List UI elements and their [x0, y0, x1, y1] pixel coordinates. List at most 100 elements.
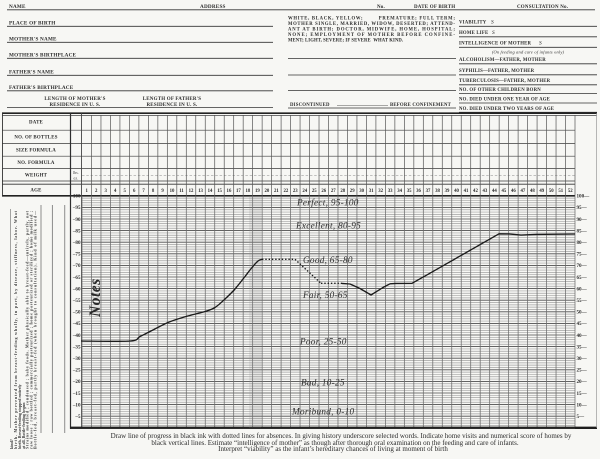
svg-text:45: 45 [501, 189, 506, 194]
svg-text:SIZE FORMULA: SIZE FORMULA [16, 149, 56, 154]
svg-text:NAME: NAME [9, 4, 26, 10]
svg-text:S: S [492, 30, 495, 36]
svg-text:15: 15 [217, 189, 222, 194]
svg-text:13: 13 [198, 189, 203, 194]
svg-text:raw loose ; raw bottled ; comm: raw loose ; raw bottled ; commercially p… [28, 210, 33, 449]
svg-text:Interpret “viability” as the i: Interpret “viability” as the infant’s he… [218, 445, 448, 453]
svg-text:34: 34 [397, 189, 402, 194]
svg-text:6: 6 [133, 189, 136, 194]
svg-text:–50: –50 [72, 310, 81, 316]
svg-text:11: 11 [179, 189, 184, 194]
svg-text:Bottle-fed, breast-fed, partly: Bottle-fed, breast-fed, partly breast-fe… [32, 210, 37, 449]
svg-text:Draw line of progress in black: Draw line of progress in black ink with … [111, 432, 572, 440]
svg-text:MENT; LIGHT, SEVERE; IF SEVERE: MENT; LIGHT, SEVERE; IF SEVERE WHAT KIND… [288, 39, 403, 44]
svg-text:FATHER'S BIRTHPLACE: FATHER'S BIRTHPLACE [9, 85, 74, 91]
svg-text:–85: –85 [72, 228, 81, 234]
svg-text:42: 42 [473, 189, 478, 194]
svg-text:LENGTH OF FATHER'S: LENGTH OF FATHER'S [143, 97, 202, 102]
svg-text:lbs.: lbs. [73, 171, 79, 175]
svg-text:26: 26 [321, 189, 326, 194]
svg-text:30: 30 [359, 189, 364, 194]
svg-text:kind?: kind? [9, 439, 14, 449]
svg-text:ADDRESS: ADDRESS [200, 4, 226, 10]
svg-text:51: 51 [558, 189, 563, 194]
svg-text:50—: 50— [577, 310, 588, 316]
svg-text:36: 36 [416, 189, 421, 194]
svg-text:–10: –10 [72, 402, 81, 408]
svg-text:–40: –40 [72, 333, 81, 339]
svg-text:–20: –20 [72, 379, 81, 385]
svg-text:24: 24 [302, 189, 307, 194]
svg-text:Excellent, 80-95: Excellent, 80-95 [295, 221, 361, 231]
svg-text:5—: 5— [577, 414, 586, 420]
svg-text:–80: –80 [72, 240, 81, 246]
svg-text:No.: No. [377, 5, 386, 10]
svg-text:27: 27 [331, 189, 336, 194]
svg-text:50: 50 [549, 189, 554, 194]
svg-text:PLACE OF BIRTH: PLACE OF BIRTH [9, 21, 56, 27]
svg-text:RESIDENCE IN U. S.: RESIDENCE IN U. S. [50, 103, 102, 108]
svg-text:4: 4 [114, 189, 117, 194]
svg-text:–45: –45 [72, 321, 81, 327]
svg-text:20—: 20— [577, 379, 588, 385]
svg-text:S: S [491, 20, 494, 26]
svg-text:17: 17 [236, 189, 241, 194]
svg-text:23: 23 [293, 189, 298, 194]
svg-text:Perfect, 95-100: Perfect, 95-100 [296, 198, 359, 208]
svg-text:32: 32 [378, 189, 383, 194]
svg-text:Strains modified ; condensed ;: Strains modified ; condensed ; baby food… [25, 210, 30, 449]
svg-text:8: 8 [152, 189, 155, 194]
svg-text:WEIGHT: WEIGHT [25, 174, 48, 179]
svg-text:black vertical lines. Estima: black vertical lines. Estimate “intellig… [151, 439, 518, 447]
svg-text:birth. Breast-feeding stoppe: birth. Breast-feeding stopped entirely [17, 384, 22, 449]
svg-text:48: 48 [530, 189, 535, 194]
svg-text:SYPHILIS—FATHER, MOTHER: SYPHILIS—FATHER, MOTHER [459, 69, 535, 74]
svg-text:15—: 15— [577, 391, 588, 397]
svg-text:NO. OF BOTTLES: NO. OF BOTTLES [14, 136, 57, 141]
svg-text:Moribund, 0-10: Moribund, 0-10 [291, 407, 354, 417]
svg-text:–95: –95 [72, 205, 81, 211]
svg-text:25: 25 [312, 189, 317, 194]
svg-text:22: 22 [283, 189, 288, 194]
svg-text:TUBERCULOSIS—FATHER, MOTHER: TUBERCULOSIS—FATHER, MOTHER [459, 79, 551, 84]
svg-text:46: 46 [511, 189, 516, 194]
svg-text:FATHER'S NAME: FATHER'S NAME [9, 70, 54, 76]
svg-text:35—: 35— [577, 344, 588, 350]
svg-text:Bad, 10-25: Bad, 10-25 [301, 378, 345, 388]
svg-text:DATE OF BIRTH: DATE OF BIRTH [414, 5, 455, 10]
svg-text:at all. Bottle-feeding begun: at all. Bottle-feeding begun [21, 402, 26, 449]
svg-text:95—: 95— [577, 205, 588, 211]
svg-text:HOME LIFE: HOME LIFE [459, 31, 488, 36]
svg-text:DISCONTINUED: DISCONTINUED [290, 103, 330, 108]
svg-text:29: 29 [350, 189, 355, 194]
svg-text:9: 9 [161, 189, 164, 194]
svg-text:MOTHER'S BIRTHPLACE: MOTHER'S BIRTHPLACE [9, 53, 77, 59]
svg-text:Notes: Notes [87, 278, 104, 318]
svg-text:21: 21 [274, 189, 279, 194]
svg-text:40: 40 [454, 189, 459, 194]
svg-text:2: 2 [95, 189, 98, 194]
svg-text:45—: 45— [577, 321, 588, 327]
svg-text:birth. Mother prevented from: birth. Mother prevented from breast-feed… [13, 210, 18, 449]
svg-text:–30: –30 [72, 356, 81, 362]
svg-text:49: 49 [539, 189, 544, 194]
svg-text:–55: –55 [72, 298, 81, 304]
svg-text:31: 31 [369, 189, 374, 194]
svg-text:3: 3 [104, 189, 107, 194]
svg-text:90—: 90— [577, 217, 588, 223]
svg-text:33: 33 [388, 189, 393, 194]
svg-text:–65: –65 [72, 275, 81, 281]
svg-text:35: 35 [407, 189, 412, 194]
svg-text:NO. OF OTHER CHILDREN BORN: NO. OF OTHER CHILDREN BORN [459, 88, 541, 93]
svg-text:25—: 25— [577, 368, 588, 374]
svg-text:37: 37 [426, 189, 431, 194]
svg-text:–75: –75 [72, 252, 81, 258]
svg-text:oz.: oz. [74, 177, 79, 181]
svg-text:38: 38 [435, 189, 440, 194]
svg-text:WHITE, BLACK, YELLOW; PREM: WHITE, BLACK, YELLOW; PREMATURE; FULL TE… [288, 17, 455, 22]
svg-text:BEFORE CONFINEMENT: BEFORE CONFINEMENT [390, 103, 452, 108]
svg-text:–35: –35 [72, 344, 81, 350]
svg-text:75—: 75— [577, 252, 588, 258]
svg-text:7: 7 [142, 189, 145, 194]
svg-text:65—: 65— [577, 275, 588, 281]
